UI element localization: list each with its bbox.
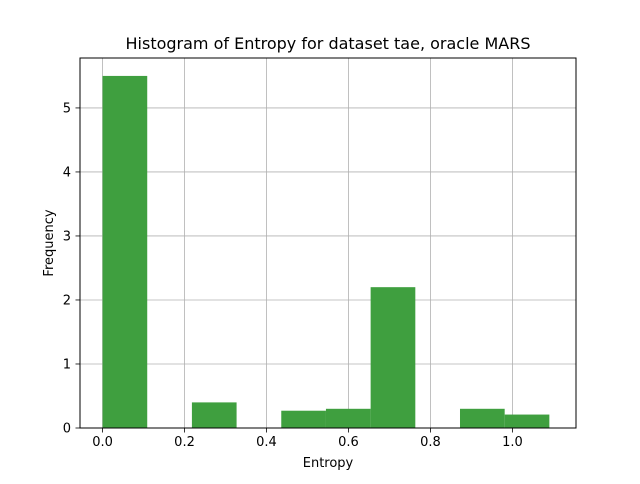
plot-frame (79, 57, 577, 429)
histogram-bar (504, 414, 550, 428)
y-tick-label: 0 (63, 422, 71, 437)
histogram-bar (459, 408, 505, 428)
y-tick-label: 1 (63, 357, 71, 372)
x-tick-label: 0.0 (92, 435, 113, 450)
histogram-bar (281, 410, 326, 428)
y-tick-label: 5 (63, 101, 71, 116)
y-axis-label: Frequency (42, 209, 57, 276)
bar-layer (102, 75, 550, 428)
x-tick-label: 0.6 (338, 435, 359, 450)
histogram-bar (102, 75, 148, 428)
x-tick-label: 0.8 (420, 435, 441, 450)
histogram-bar (325, 408, 371, 428)
x-tick-label: 0.4 (256, 435, 277, 450)
x-tick-label: 0.2 (174, 435, 195, 450)
y-tick-label: 3 (63, 229, 71, 244)
chart-title: Histogram of Entropy for dataset tae, or… (126, 34, 531, 53)
x-tick-label: 1.0 (502, 435, 523, 450)
x-axis-label: Entropy (303, 456, 354, 471)
histogram-bar (370, 287, 416, 428)
histogram-bar (191, 402, 237, 428)
tick-layer: 0.0 0.2 0.4 0.6 0.8 1.0 0 1 2 3 4 5 (63, 101, 523, 450)
grid-layer (80, 58, 576, 429)
y-tick-label: 4 (63, 165, 71, 180)
y-tick-label: 2 (63, 293, 71, 308)
